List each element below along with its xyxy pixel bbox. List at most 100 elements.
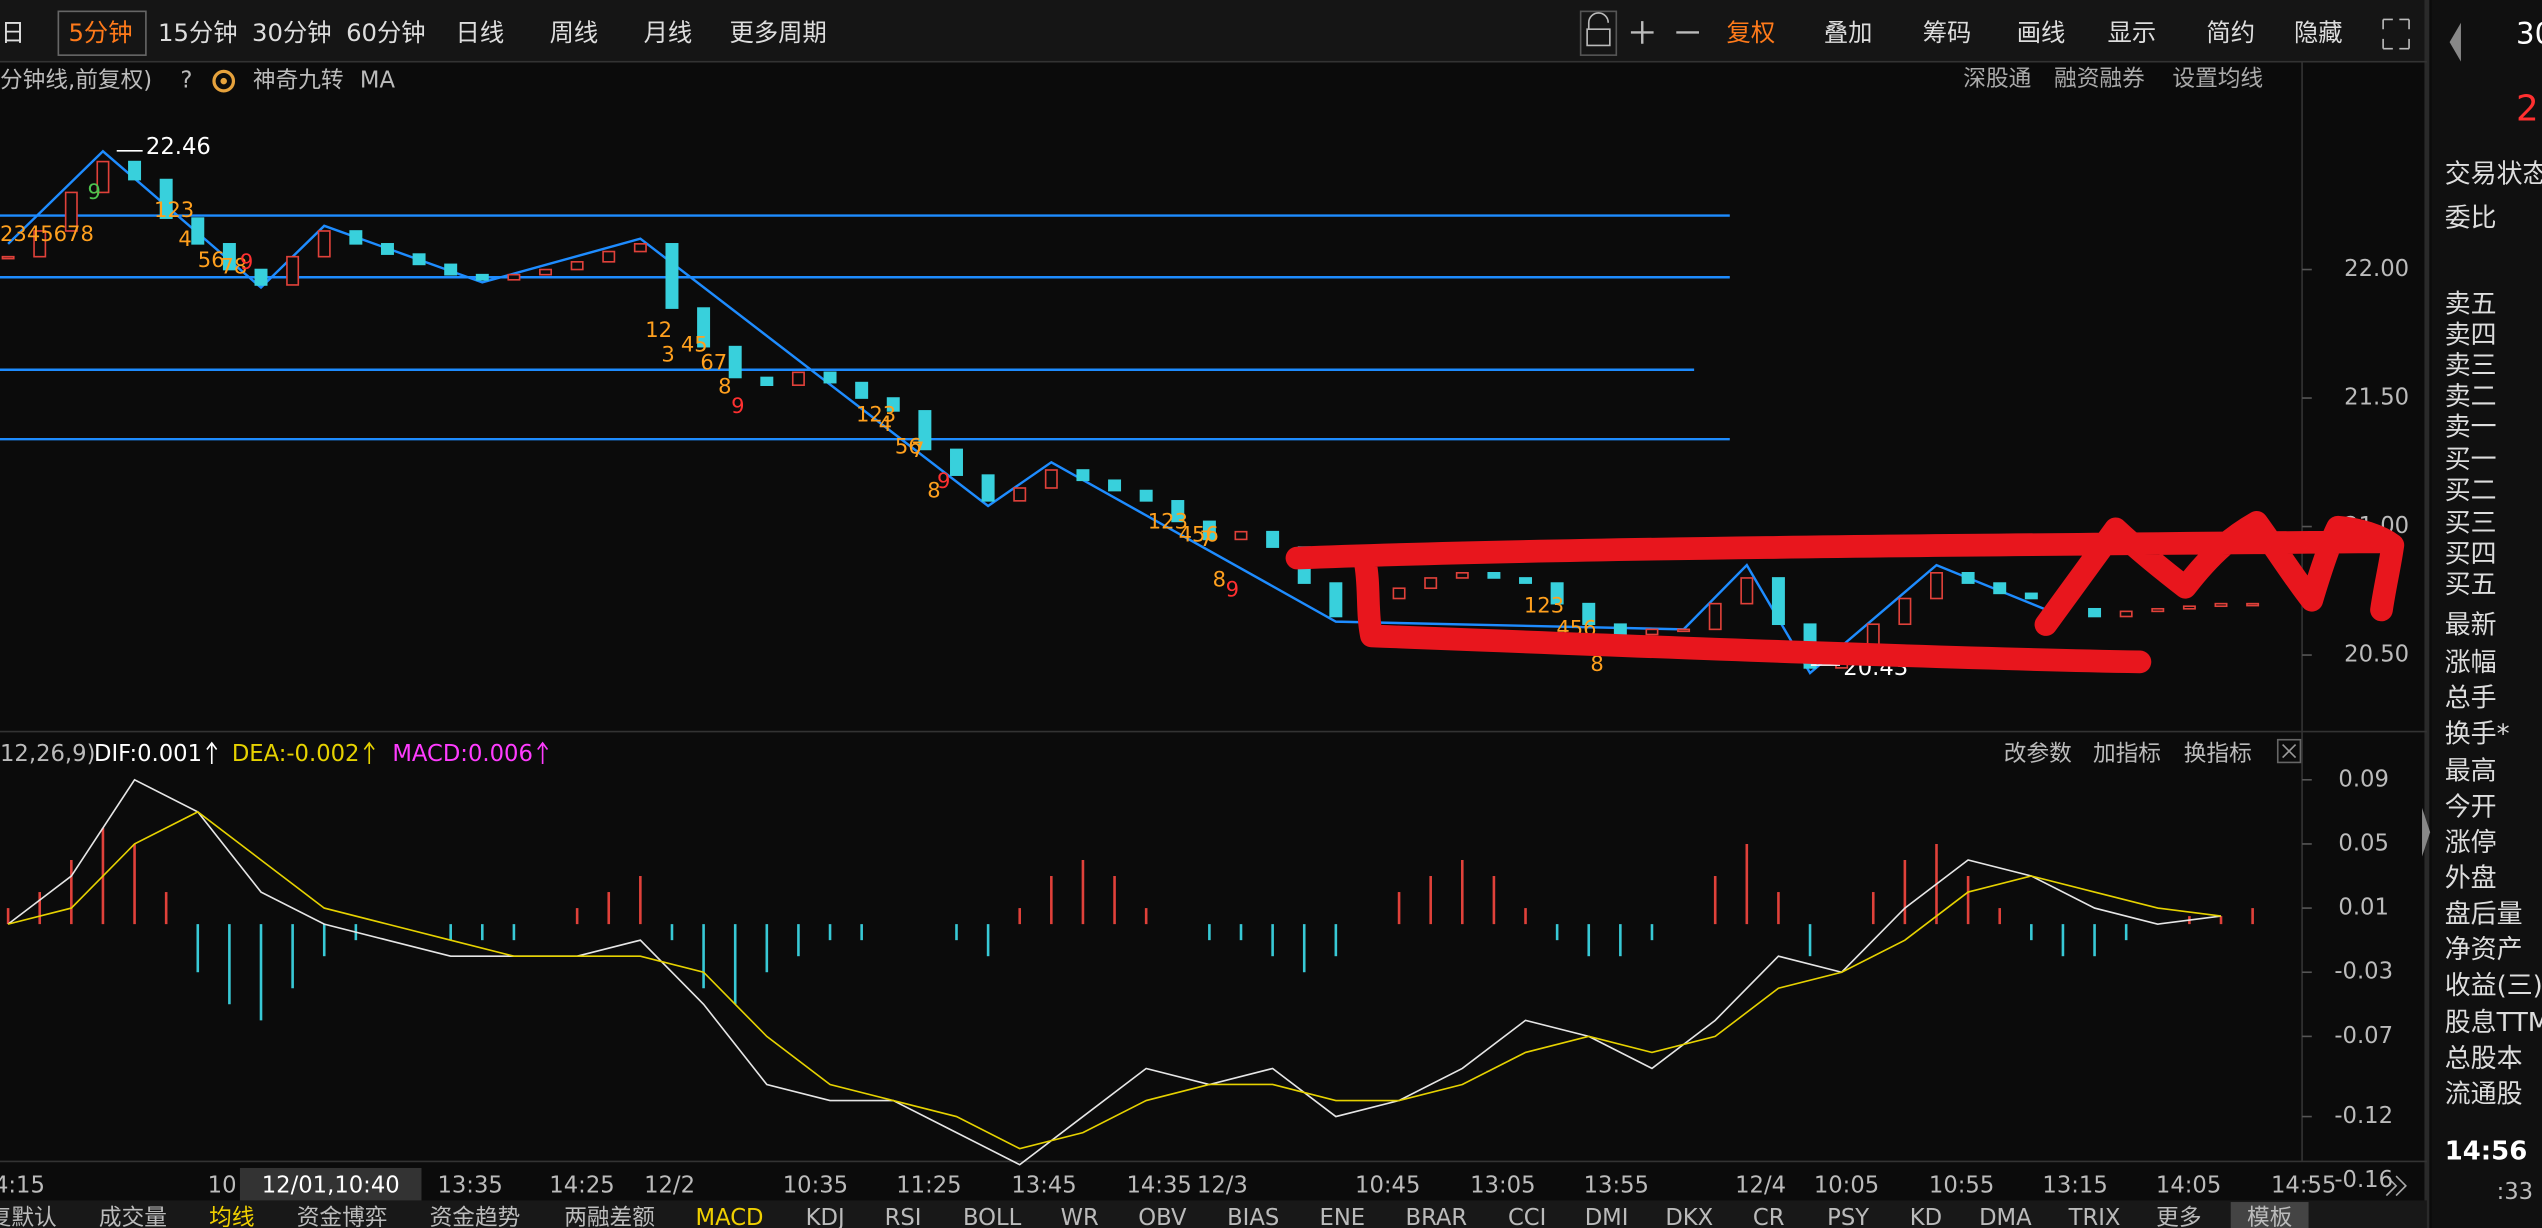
toolbar-button[interactable]: 复权 — [1727, 18, 1776, 47]
candle — [855, 381, 869, 399]
td-count: 8 — [1590, 651, 1603, 676]
indicator-tab[interactable]: 两融差额 — [564, 1205, 655, 1228]
indicator-tab[interactable]: KD — [1910, 1205, 1942, 1228]
quote-label: 卖三 — [2445, 351, 2497, 381]
close-icon[interactable] — [2282, 744, 2297, 759]
chart-link[interactable]: 融资融券 — [2054, 66, 2145, 92]
candle — [1139, 489, 1153, 502]
macd-line — [7, 810, 2222, 1150]
toolbar-button[interactable]: 隐藏 — [2294, 18, 2343, 47]
period-button[interactable]: 日线 — [456, 18, 505, 47]
indicator-tab[interactable]: DMI — [1585, 1205, 1629, 1228]
quote-label: 买三 — [2445, 508, 2497, 538]
quote-label: 盘后量 — [2445, 899, 2523, 929]
period-button[interactable]: 60分钟 — [346, 18, 426, 47]
candle — [286, 255, 300, 286]
lock-button[interactable] — [1579, 10, 1618, 56]
period-button[interactable]: 5分钟 — [68, 18, 132, 47]
candle — [349, 230, 363, 245]
candle — [633, 243, 647, 253]
indicator-tab[interactable]: WR — [1061, 1205, 1099, 1228]
indicator-tab[interactable]: 成交量 — [99, 1205, 167, 1228]
candle — [1, 255, 15, 260]
settings-icon[interactable] — [212, 69, 236, 93]
indicator-tab[interactable]: MACD — [696, 1205, 764, 1228]
period-button[interactable]: 更多周期 — [730, 18, 827, 47]
toolbar-button[interactable]: 筹码 — [1923, 18, 1972, 47]
stock-price: 2 — [2516, 88, 2539, 129]
chart-setting[interactable]: 神奇九转 — [253, 68, 344, 94]
indicator-tool[interactable]: 加指标 — [2093, 741, 2161, 767]
indicator-tab[interactable]: ENE — [1320, 1205, 1366, 1228]
indicator-tab[interactable]: DMA — [1979, 1205, 2032, 1228]
candle — [1677, 628, 1691, 633]
indicator-tab[interactable]: 均线 — [209, 1205, 254, 1228]
macd-line — [7, 778, 2222, 1166]
candle — [96, 160, 110, 194]
indicator-tab[interactable]: BRAR — [1406, 1205, 1468, 1228]
candle — [33, 230, 47, 258]
quote-label: 委比 — [2445, 203, 2497, 233]
crosshair-label-bg — [239, 1167, 422, 1201]
candle — [697, 307, 711, 348]
chart-setting[interactable]: ? — [180, 68, 192, 94]
chart-link[interactable]: 深股通 — [1963, 66, 2031, 92]
td-count: 8 — [1213, 567, 1226, 592]
td-count: 56 — [198, 247, 225, 272]
candle — [1993, 582, 2007, 595]
quote-label: 最高 — [2445, 757, 2497, 787]
chart-setting[interactable]: MA — [360, 68, 396, 94]
y-tick-label: 22.00 — [2344, 256, 2409, 282]
scroll-arrows[interactable] — [2385, 1175, 2407, 1197]
candle — [1202, 520, 1216, 541]
period-button[interactable]: 周线 — [550, 18, 599, 47]
indicator-tab[interactable]: 模板 — [2247, 1205, 2292, 1228]
indicator-tab[interactable]: KDJ — [806, 1205, 845, 1228]
toolbar-button[interactable]: 简约 — [2206, 18, 2255, 47]
candle — [1266, 530, 1280, 548]
toolbar-button[interactable]: 显示 — [2108, 18, 2157, 47]
indicator-tab[interactable]: 资金趋势 — [430, 1205, 521, 1228]
indicator-tab[interactable]: OBV — [1138, 1205, 1187, 1228]
indicator-tab[interactable]: 资金博弈 — [297, 1205, 388, 1228]
candle — [665, 243, 679, 309]
candle — [918, 410, 932, 451]
collapse-arrow[interactable] — [2449, 22, 2461, 62]
indicator-tool[interactable]: 改参数 — [2004, 741, 2072, 767]
td-count: 9 — [937, 468, 950, 493]
indicator-tab[interactable]: CCI — [1508, 1205, 1546, 1228]
indicator-tab[interactable]: BIAS — [1227, 1205, 1279, 1228]
chart-link[interactable]: 设置均线 — [2172, 66, 2263, 92]
x-tick-label: 12/4 — [1735, 1172, 1786, 1198]
template-tab-bg[interactable] — [2230, 1202, 2309, 1228]
indicator-tab[interactable]: PSY — [1827, 1205, 1869, 1228]
period-button[interactable]: 15分钟 — [158, 18, 238, 47]
period-button[interactable]: 日 — [1, 18, 25, 47]
toolbar-button[interactable]: 叠加 — [1824, 18, 1873, 47]
zoom-icons[interactable] — [1630, 21, 1699, 44]
candle — [1898, 597, 1912, 626]
indicator-tab[interactable]: RSI — [885, 1205, 922, 1228]
period-button[interactable]: 30分钟 — [252, 18, 332, 47]
y-tick-label: 20.50 — [2344, 642, 2409, 668]
candle — [1582, 602, 1596, 626]
indicator-tab[interactable]: 复默认 — [0, 1205, 57, 1228]
fullscreen-icon[interactable] — [2382, 18, 2410, 50]
period-button[interactable]: 月线 — [644, 18, 693, 47]
indicator-tab[interactable]: DKX — [1665, 1205, 1713, 1228]
indicator-tool[interactable]: 换指标 — [2184, 741, 2252, 767]
indicator-tab[interactable]: CR — [1753, 1205, 1785, 1228]
close-box[interactable] — [2276, 738, 2302, 764]
toolbar-button[interactable]: 画线 — [2017, 18, 2066, 47]
panel-arrow[interactable] — [2422, 807, 2431, 857]
indicator-legend: DIF:0.001 — [94, 741, 202, 767]
td-count: 9 — [731, 393, 744, 418]
td-count: 45 — [681, 332, 708, 357]
indicator-tab[interactable]: 更多 — [2156, 1205, 2201, 1228]
candle — [2024, 592, 2038, 600]
indicator-tab[interactable]: TRIX — [2068, 1205, 2121, 1228]
x-tick-label: 10:05 — [1814, 1172, 1879, 1198]
td-count: 56 — [895, 434, 922, 459]
indicator-tab[interactable]: BOLL — [963, 1205, 1022, 1228]
